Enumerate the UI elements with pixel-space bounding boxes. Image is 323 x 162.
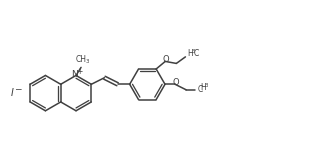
Text: CH: CH bbox=[76, 55, 87, 64]
Text: C: C bbox=[198, 85, 203, 94]
Text: −: − bbox=[14, 85, 21, 94]
Text: N: N bbox=[71, 70, 78, 79]
Text: H: H bbox=[201, 83, 206, 92]
Text: C: C bbox=[194, 49, 199, 58]
Text: 3: 3 bbox=[86, 59, 89, 64]
Text: +: + bbox=[76, 67, 83, 76]
Text: H: H bbox=[188, 49, 193, 58]
Text: O: O bbox=[162, 55, 169, 64]
Text: 3: 3 bbox=[205, 83, 208, 88]
Text: I: I bbox=[11, 88, 14, 98]
Text: O: O bbox=[172, 78, 179, 87]
Text: 3: 3 bbox=[192, 49, 195, 54]
